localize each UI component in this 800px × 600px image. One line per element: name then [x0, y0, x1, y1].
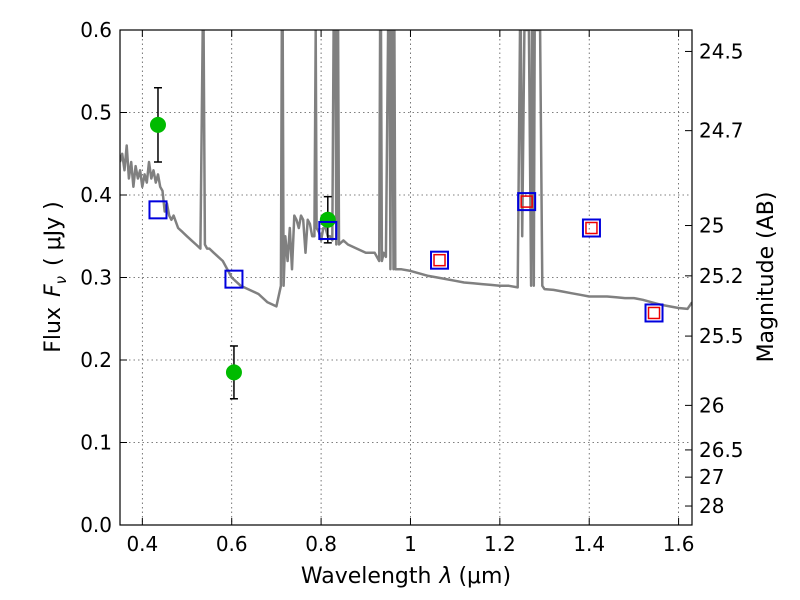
model-photometry-square: [517, 192, 537, 212]
y-tick-label: 0.5: [80, 101, 112, 125]
model-photometry-square: [224, 269, 244, 289]
y-axis-label: Flux Fν ( μJy ): [41, 201, 70, 352]
data-layer: [120, 30, 692, 311]
observed-point: [149, 116, 166, 133]
magnitude-tick-label: 24.7: [699, 119, 744, 143]
y-tick-label: 0.3: [80, 266, 112, 290]
measured-photometry-square: [433, 253, 446, 267]
x-axis-label: Wavelength λ (μm): [301, 564, 511, 589]
x-tick-label: 1: [404, 532, 417, 556]
y-axis-label-text: Flux: [41, 307, 66, 353]
y-tick-label: 0.0: [80, 513, 112, 537]
magnitude-tick-label: 25: [699, 214, 724, 238]
magnitude-tick-label: 28: [699, 494, 724, 518]
x-tick-label: 0.4: [126, 532, 158, 556]
y-tick-label: 0.2: [80, 348, 112, 372]
measured-photometry-square: [647, 306, 661, 320]
x-axis-label-text: Wavelength: [301, 564, 432, 589]
model-photometry-square: [318, 220, 338, 240]
x-axis-label-symbol: λ: [438, 564, 452, 589]
x-tick-label: 1.2: [484, 532, 516, 556]
observed-point: [319, 211, 336, 228]
model-photometry-square: [581, 218, 601, 238]
model-photometry-square: [430, 250, 450, 270]
model-photometry-square: [644, 303, 664, 323]
x-axis-label-unit: (μm): [458, 564, 511, 589]
magnitude-tick-label: 25.2: [699, 264, 744, 288]
marker-layer: [148, 87, 664, 400]
y-axis-label-unit: ( μJy ): [41, 201, 66, 266]
x-tick-label: 1.4: [573, 532, 605, 556]
y-axis-label-subscript: ν: [52, 276, 70, 284]
measured-photometry-square: [585, 221, 598, 235]
model-photometry-square: [148, 200, 168, 220]
tick-layer: 0.4 0.6 0.8 1 1.2 1.4 1.6 0.0 0.1 0.2 0.3 0.4 0.5 0.6…: [80, 18, 743, 556]
measured-photometry-square: [520, 195, 533, 208]
y-axis-label-symbol: F: [41, 284, 66, 297]
magnitude-tick-label: 26.5: [699, 438, 744, 462]
magnitude-tick-label: 27: [699, 465, 724, 489]
observed-point: [225, 364, 242, 381]
y-tick-label: 0.4: [80, 183, 112, 207]
magnitude-tick-label: 24.5: [699, 39, 744, 63]
magnitude-tick-label: 26: [699, 393, 724, 417]
x-tick-label: 1.6: [663, 532, 695, 556]
x-tick-label: 0.6: [216, 532, 248, 556]
magnitude-tick-label: 25.5: [699, 324, 744, 348]
y-tick-label: 0.1: [80, 431, 112, 455]
magnitude-axis-label: Magnitude (AB): [754, 192, 779, 363]
sed-model-line: [120, 30, 692, 311]
y-tick-label: 0.6: [80, 18, 112, 42]
x-tick-label: 0.8: [305, 532, 337, 556]
